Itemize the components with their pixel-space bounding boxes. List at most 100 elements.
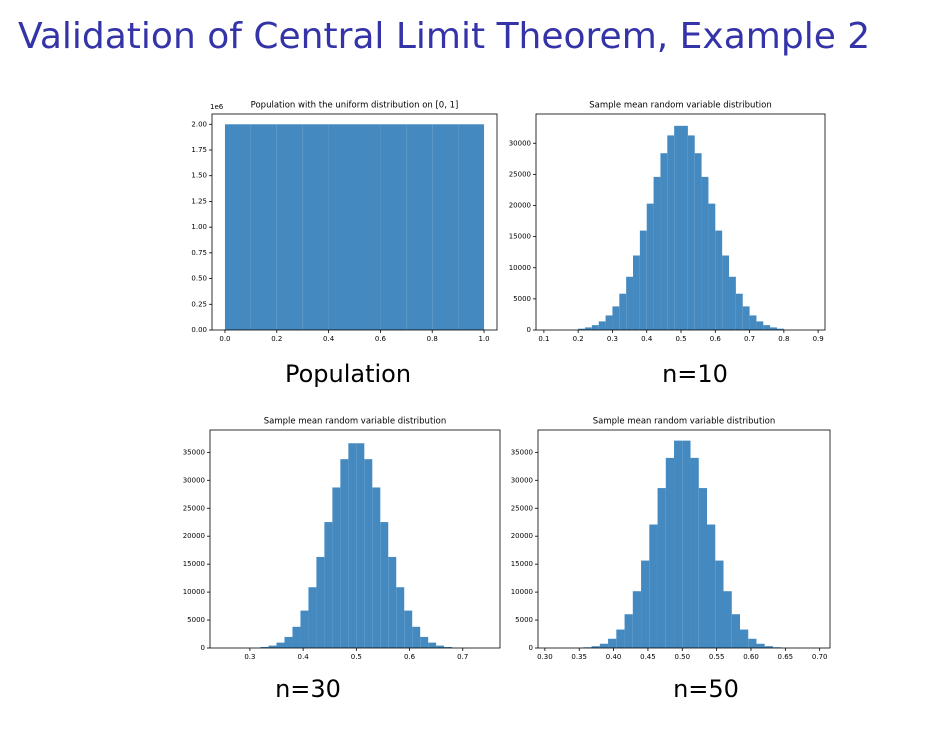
y-tick-label: 15000 — [183, 560, 205, 568]
y-tick-label: 0 — [201, 644, 205, 652]
x-tick-label: 0.1 — [538, 335, 549, 343]
histogram-bar — [585, 327, 592, 330]
slide-title: Validation of Central Limit Theorem, Exa… — [18, 16, 870, 57]
histogram-bar — [328, 124, 355, 331]
x-tick-label: 0.6 — [404, 653, 416, 661]
histogram-bar — [723, 591, 732, 648]
y-tick-label: 15000 — [511, 560, 533, 568]
y-tick-label: 0 — [529, 644, 533, 652]
histogram-bar — [356, 443, 365, 648]
y-tick-label: 20000 — [509, 202, 531, 210]
histogram-bar — [284, 636, 293, 648]
histogram-bar — [674, 125, 682, 330]
y-tick-label: 15000 — [509, 233, 531, 241]
y-tick-label: 35000 — [183, 448, 205, 456]
histogram-bar — [316, 556, 325, 648]
histogram-bar — [646, 203, 654, 330]
y-tick-label: 0.00 — [191, 326, 207, 334]
y-tick-label: 35000 — [511, 448, 533, 456]
histogram-bar — [701, 176, 709, 330]
histogram-bar — [624, 614, 633, 648]
histogram-bar — [681, 125, 688, 330]
y-tick-label: 25000 — [183, 504, 205, 512]
histogram-bar — [332, 487, 341, 648]
chart-title: Population with the uniform distribution… — [251, 101, 459, 111]
histogram-bar — [599, 643, 609, 648]
histogram-bar — [633, 255, 640, 330]
caption: n=50 — [673, 675, 739, 703]
x-tick-label: 0.6 — [375, 335, 387, 343]
histogram-bar — [742, 306, 750, 330]
histogram-bar — [756, 321, 764, 330]
x-tick-label: 0.2 — [271, 335, 282, 343]
histogram-bar — [591, 325, 599, 330]
histogram-bar — [715, 560, 724, 648]
histogram-bar — [665, 457, 675, 648]
y-tick-label: 1.50 — [191, 172, 207, 180]
x-tick-label: 0.7 — [457, 653, 468, 661]
histogram-bar — [748, 638, 757, 648]
histogram-bar — [372, 487, 381, 648]
histogram-bar — [682, 440, 691, 648]
y-tick-label: 0.75 — [191, 249, 207, 257]
x-tick-label: 0.8 — [427, 335, 438, 343]
plot-frame — [537, 429, 831, 649]
histogram-bar — [653, 176, 661, 330]
histogram-bar — [578, 328, 586, 330]
histogram-bar — [667, 135, 675, 330]
y-tick-label: 2.00 — [191, 120, 207, 128]
histogram-bar — [763, 325, 771, 330]
x-tick-label: 0.2 — [573, 335, 584, 343]
histogram-bar — [731, 614, 740, 648]
histogram-bar — [660, 153, 668, 330]
histogram-bar — [735, 293, 743, 330]
x-tick-label: 0.0 — [219, 335, 230, 343]
x-tick-label: 0.60 — [743, 653, 759, 661]
y-tick-label: 20000 — [511, 532, 533, 540]
histogram-bar — [308, 587, 317, 648]
histogram-bar — [224, 124, 251, 331]
histogram-bar — [380, 522, 389, 648]
plot-frame — [211, 113, 498, 331]
caption: n=10 — [662, 360, 728, 388]
y-tick-label: 30000 — [183, 476, 205, 484]
histogram-bar — [406, 124, 433, 331]
histogram-bar — [649, 524, 658, 648]
x-tick-label: 0.3 — [607, 335, 618, 343]
y-tick-label: 10000 — [509, 264, 531, 272]
x-tick-label: 0.5 — [351, 653, 362, 661]
histogram-bar — [428, 642, 437, 648]
histogram-bar — [641, 560, 650, 648]
histogram-bar — [458, 124, 485, 331]
x-tick-label: 0.7 — [744, 335, 755, 343]
histogram-bar — [348, 443, 357, 648]
histogram-bar — [302, 124, 329, 331]
y-tick-label: 25000 — [509, 170, 531, 178]
y-tick-label: 25000 — [511, 504, 533, 512]
x-tick-label: 0.3 — [244, 653, 255, 661]
x-tick-label: 0.55 — [709, 653, 725, 661]
histogram-bar — [260, 647, 269, 648]
y-tick-label: 0.50 — [191, 275, 207, 283]
histogram-bar — [657, 488, 666, 648]
y-tick-label: 5000 — [515, 616, 533, 624]
histogram-bar — [380, 124, 407, 331]
x-tick-label: 0.8 — [778, 335, 789, 343]
y-tick-label: 20000 — [183, 532, 205, 540]
histogram-bar — [770, 327, 778, 330]
histogram-bar — [777, 328, 784, 330]
y-tick-label: 1.00 — [191, 223, 207, 231]
histogram-bar — [364, 459, 373, 648]
y-tick-label: 1.75 — [191, 146, 207, 154]
x-tick-label: 1.0 — [478, 335, 489, 343]
y-tick-label: 0 — [527, 326, 531, 334]
histogram-bar — [324, 522, 333, 648]
y-tick-label: 10000 — [511, 588, 533, 596]
x-tick-label: 0.4 — [298, 653, 310, 661]
x-tick-label: 0.70 — [812, 653, 828, 661]
histogram-bar — [436, 645, 445, 648]
histogram-bar — [388, 556, 397, 648]
histogram-bar — [404, 610, 413, 648]
histogram-bar — [715, 230, 723, 330]
